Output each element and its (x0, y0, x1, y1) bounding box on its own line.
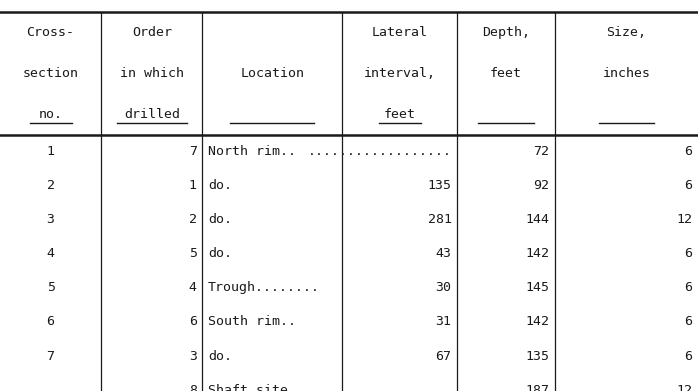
Text: 12: 12 (676, 213, 692, 226)
Text: inches: inches (602, 67, 651, 80)
Text: 43: 43 (436, 248, 452, 260)
Text: feet: feet (490, 67, 522, 80)
Text: in which: in which (120, 67, 184, 80)
Text: Order: Order (132, 26, 172, 39)
Text: 7: 7 (47, 350, 54, 362)
Text: 6: 6 (189, 316, 197, 328)
Text: 187: 187 (526, 384, 549, 391)
Text: 12: 12 (676, 384, 692, 391)
Text: do.: do. (208, 179, 232, 192)
Text: 142: 142 (526, 316, 549, 328)
Text: feet: feet (384, 108, 415, 121)
Text: Cross-: Cross- (27, 26, 75, 39)
Text: do.: do. (208, 350, 232, 362)
Text: 144: 144 (526, 213, 549, 226)
Text: 4: 4 (47, 248, 54, 260)
Text: ............. ....: ............. .... (308, 384, 452, 391)
Text: 5: 5 (189, 248, 197, 260)
Text: do.: do. (208, 248, 232, 260)
Text: 92: 92 (533, 179, 549, 192)
Text: Trough........: Trough........ (208, 282, 320, 294)
Text: 3: 3 (189, 350, 197, 362)
Text: 6: 6 (685, 248, 692, 260)
Text: 142: 142 (526, 248, 549, 260)
Text: Shaft site: Shaft site (208, 384, 288, 391)
Text: 135: 135 (428, 179, 452, 192)
Text: 6: 6 (685, 282, 692, 294)
Text: 2: 2 (47, 179, 54, 192)
Text: Location: Location (240, 67, 304, 80)
Text: 6: 6 (685, 179, 692, 192)
Text: 4: 4 (189, 282, 197, 294)
Text: no.: no. (38, 108, 63, 121)
Text: interval,: interval, (364, 67, 436, 80)
Text: 31: 31 (436, 316, 452, 328)
Text: North rim..: North rim.. (208, 145, 296, 158)
Text: ..................: .................. (308, 145, 452, 158)
Text: Lateral: Lateral (371, 26, 428, 39)
Text: 8: 8 (189, 384, 197, 391)
Text: 6: 6 (685, 350, 692, 362)
Text: Size,: Size, (607, 26, 646, 39)
Text: 7: 7 (189, 145, 197, 158)
Text: 1: 1 (189, 179, 197, 192)
Text: drilled: drilled (124, 108, 180, 121)
Text: 135: 135 (526, 350, 549, 362)
Text: 72: 72 (533, 145, 549, 158)
Text: 281: 281 (428, 213, 452, 226)
Text: 67: 67 (436, 350, 452, 362)
Text: Depth,: Depth, (482, 26, 530, 39)
Text: 5: 5 (47, 282, 54, 294)
Text: 1: 1 (47, 145, 54, 158)
Text: 145: 145 (526, 282, 549, 294)
Text: . . . . .: . . . . . (15, 384, 87, 391)
Text: do.: do. (208, 213, 232, 226)
Text: 6: 6 (47, 316, 54, 328)
Text: 3: 3 (47, 213, 54, 226)
Text: 6: 6 (685, 316, 692, 328)
Text: South rim..: South rim.. (208, 316, 296, 328)
Text: 6: 6 (685, 145, 692, 158)
Text: 2: 2 (189, 213, 197, 226)
Text: section: section (22, 67, 79, 80)
Text: 30: 30 (436, 282, 452, 294)
